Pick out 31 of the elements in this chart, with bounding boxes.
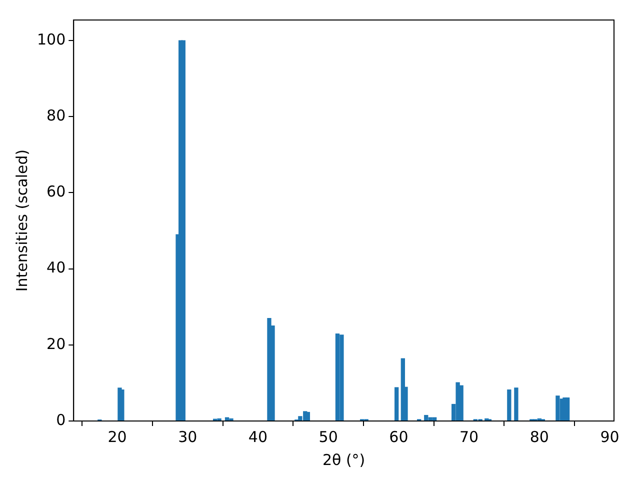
bar (306, 412, 310, 421)
bar (514, 388, 518, 421)
x-tick-label: 40 (248, 428, 268, 446)
x-tick-label: 30 (178, 428, 198, 446)
y-tick-label: 80 (46, 106, 66, 125)
bar (428, 417, 432, 421)
y-tick-label: 0 (56, 410, 66, 429)
x-tick-label: 70 (460, 428, 479, 446)
y-tick-label: 40 (46, 258, 66, 277)
x-tick-label: 60 (389, 428, 408, 446)
x-tick-label: 90 (600, 428, 620, 446)
y-tick-label: 60 (46, 182, 66, 201)
bar (120, 389, 124, 421)
bar (181, 40, 186, 421)
bar (224, 417, 230, 421)
y-axis-title: Intensities (scaled) (12, 149, 31, 292)
bar (565, 397, 570, 421)
y-tick-label: 20 (46, 334, 66, 353)
bar (335, 334, 340, 421)
x-tick-label: 80 (530, 428, 549, 446)
x-tick-label: 50 (318, 428, 338, 446)
x-axis-title: 2θ (°) (322, 450, 366, 469)
bar (459, 385, 464, 421)
bar (340, 334, 344, 421)
bar (424, 414, 428, 421)
x-tick-label: 20 (108, 428, 127, 446)
bar (432, 417, 437, 421)
bar (556, 396, 560, 421)
bar (507, 389, 512, 421)
bar (394, 387, 399, 421)
y-tick-label: 100 (36, 30, 66, 48)
